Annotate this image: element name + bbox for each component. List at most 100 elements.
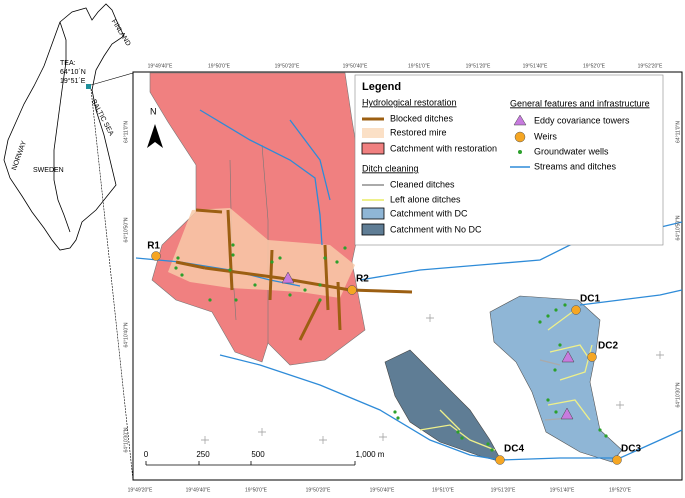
legend-item: Blocked ditches (390, 113, 454, 123)
legend-symbol (362, 128, 384, 138)
weir (571, 305, 581, 315)
coord-label: 64°10'50"N (675, 215, 681, 240)
site-label: R1 (147, 241, 160, 252)
well (486, 442, 490, 446)
coord-label: 19°50'20"E (306, 487, 331, 493)
grid-cross (379, 433, 387, 441)
weir (587, 352, 597, 362)
well (303, 288, 307, 292)
site-lon: 19°51´E (60, 77, 86, 85)
scale-label: 1,000 m (356, 450, 385, 459)
well (343, 246, 347, 250)
grid-cross (426, 314, 434, 322)
north-arrow (147, 124, 163, 148)
grid-cross (616, 401, 624, 409)
site-label: DC3 (621, 444, 641, 455)
site-label: TEA: (60, 60, 76, 67)
well (231, 253, 235, 257)
legend-title: Legend (362, 81, 401, 93)
weir (347, 285, 357, 295)
legend-heading: General features and infrastructure (510, 98, 650, 108)
coord-label: 19°51'20"E (491, 487, 516, 493)
coord-label: 19°51'40"E (523, 63, 548, 69)
coord-label: 64°11'0"N (675, 121, 681, 143)
well (270, 260, 274, 264)
country-label: SWEDEN (33, 167, 64, 174)
coord-label: 19°50'0"E (245, 487, 268, 493)
site-lat: 64°10´N (60, 68, 86, 76)
coord-label: 19°49'20"E (128, 487, 153, 493)
coord-label: 19°51'40"E (550, 487, 575, 493)
coord-label: 64°10'50"N (123, 217, 129, 242)
legend-item: Weirs (534, 131, 557, 141)
well (598, 428, 602, 432)
well (323, 256, 327, 260)
coord-label: 19°52'20"E (638, 63, 663, 69)
well (253, 283, 257, 287)
eddy-tower (281, 271, 295, 284)
left-alone-ditches (419, 309, 593, 451)
site-marker (86, 84, 91, 89)
well (538, 320, 542, 324)
coord-label: 19°51'0"E (432, 487, 455, 493)
coord-label: 64°10'40"N (123, 322, 129, 347)
grid-cross (201, 436, 209, 444)
coord-label: 19°49'40"E (148, 63, 173, 69)
coord-label: 19°51'0"E (408, 63, 431, 69)
coord-label: 64°10'30"N (675, 382, 681, 407)
connector (90, 88, 134, 481)
groundwater-wells (174, 243, 608, 452)
legend-heading: Hydrological restoration (362, 97, 457, 107)
coord-label: 64°10'30"N (123, 427, 129, 452)
well (604, 434, 608, 438)
weir (151, 251, 161, 261)
north-label: N (150, 106, 157, 116)
legend-item: Left alone ditches (390, 194, 461, 204)
coord-label: 19°52'0"E (609, 487, 632, 493)
well (460, 436, 464, 440)
coord-label: 19°50'0"E (208, 63, 231, 69)
site-label: DC2 (598, 341, 618, 352)
well (318, 298, 322, 302)
well (231, 243, 235, 247)
grid-cross (258, 428, 266, 436)
well (208, 298, 212, 302)
site-label: DC1 (580, 294, 600, 305)
well (335, 260, 339, 264)
legend-symbol (361, 223, 385, 236)
scale-label: 250 (196, 450, 210, 459)
well (490, 448, 494, 452)
coord-label: 19°50'20"E (275, 63, 300, 69)
legend-item: Eddy covariance towers (534, 115, 630, 125)
legend-symbol (361, 207, 385, 220)
well (318, 283, 322, 287)
grid-cross (656, 351, 664, 359)
legend-item: Streams and ditches (534, 161, 617, 171)
legend-symbol (514, 131, 526, 143)
restored-mire (168, 208, 355, 298)
well (558, 343, 562, 347)
connector (90, 72, 134, 86)
legend-item: Cleaned ditches (390, 179, 455, 189)
legend-item: Catchment with No DC (390, 224, 482, 234)
well (288, 293, 292, 297)
eddy-tower (560, 407, 574, 420)
well (396, 416, 400, 420)
coord-label: 19°49'40"E (186, 487, 211, 493)
well (228, 268, 232, 272)
weir (495, 455, 505, 465)
legend-symbol (518, 150, 522, 154)
well (546, 398, 550, 402)
well (176, 256, 180, 260)
well (393, 410, 397, 414)
inset-map (3, 3, 125, 251)
country-label: NORWAY (11, 140, 28, 171)
coord-label: 19°50'40"E (343, 63, 368, 69)
coord-label: 19°50'40"E (370, 487, 395, 493)
eddy-tower (561, 350, 575, 363)
coord-label: 19°51'20"E (466, 63, 491, 69)
coord-label: 64°11'0"N (123, 121, 129, 143)
scale-label: 500 (251, 450, 265, 459)
